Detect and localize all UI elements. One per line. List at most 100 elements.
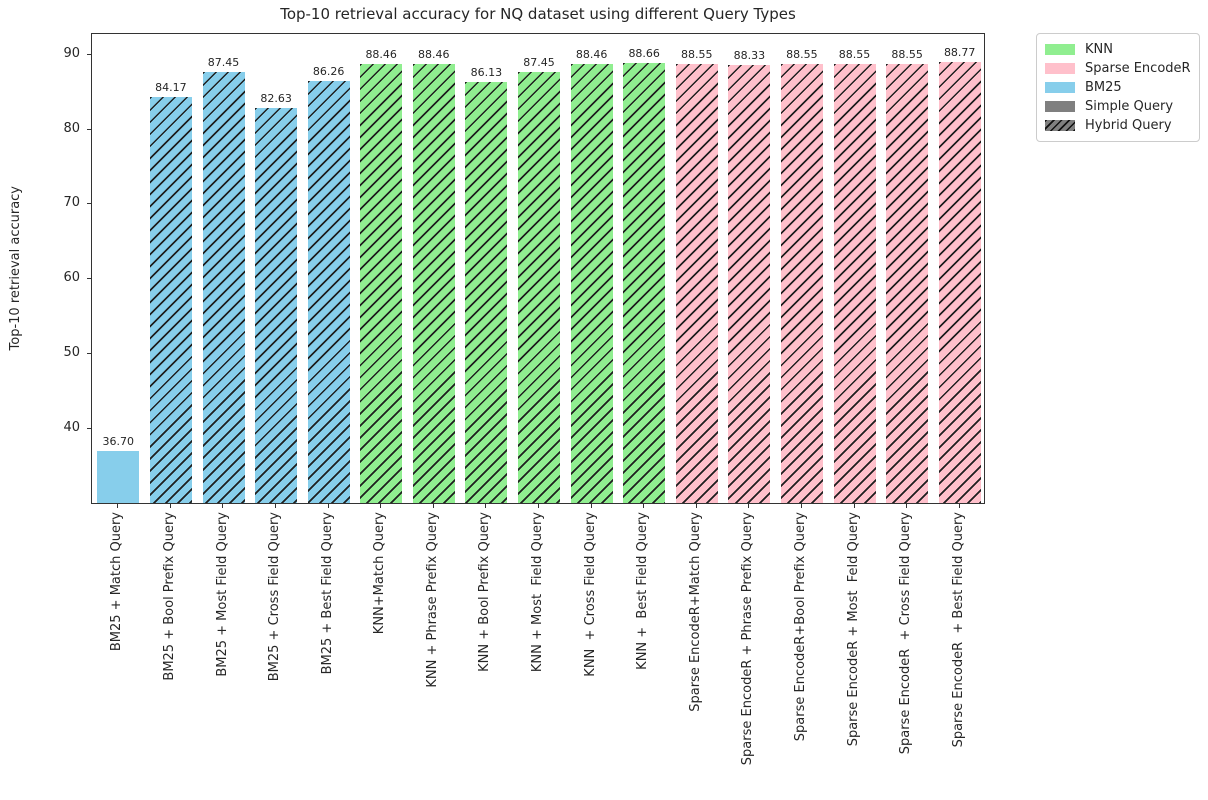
x-tick-mark xyxy=(538,504,539,508)
x-tick-label: BM25 + Cross Field Query xyxy=(267,512,283,682)
y-axis-label-wrap: Top-10 retrieval accuracy xyxy=(6,33,24,504)
bar-value-label: 88.55 xyxy=(891,48,923,61)
x-tick-mark xyxy=(959,504,960,508)
x-tick-mark xyxy=(854,504,855,508)
bar-value-label: 88.77 xyxy=(943,46,976,59)
bar-value-label: 88.55 xyxy=(681,48,713,61)
bar xyxy=(780,64,823,503)
y-tick-mark xyxy=(87,428,91,429)
legend-label: KNN xyxy=(1085,42,1113,57)
bar-value-label: 88.33 xyxy=(733,49,766,62)
plot-area: 36.70 84.17 87.45 82.63 86.26 88.46 88.46 86.13… xyxy=(91,33,985,504)
bar xyxy=(518,72,560,503)
bar-value-label: 36.70 xyxy=(102,435,135,448)
bar-value-label: 84.17 xyxy=(155,81,187,94)
x-tick-label: Sparse EncodeR + Most Feld Query xyxy=(845,512,861,747)
bar-value-label: 87.45 xyxy=(523,56,555,69)
bar xyxy=(886,64,929,503)
bar xyxy=(149,97,192,503)
y-tick-label: 70 xyxy=(63,195,80,210)
bar xyxy=(728,65,771,503)
y-tick-mark xyxy=(87,278,91,279)
x-tick-label: BM25 + Bool Prefix Query xyxy=(161,512,177,681)
x-tick-mark xyxy=(591,504,592,508)
bar xyxy=(465,82,508,503)
y-tick-label: 50 xyxy=(63,345,80,360)
legend: KNN Sparse EncodeR BM25 Simple Query Hybrid … xyxy=(1036,33,1200,142)
x-tick-mark xyxy=(433,504,434,508)
y-tick-label: 40 xyxy=(63,420,80,435)
x-tick-label: KNN + Most Field Query xyxy=(530,512,545,673)
x-tick-mark xyxy=(222,504,223,508)
bar xyxy=(202,72,245,503)
x-tick-mark xyxy=(748,504,749,508)
x-tick-label: KNN + Bool Prefix Query xyxy=(477,512,493,672)
legend-label: Sparse EncodeR xyxy=(1085,61,1191,76)
legend-item: Sparse EncodeR xyxy=(1045,59,1191,78)
x-tick-mark xyxy=(906,504,907,508)
bar xyxy=(833,64,876,503)
x-tick-label: KNN + Cross Field Query xyxy=(582,512,598,677)
x-tick-label: Sparse EncodeR+Match Query xyxy=(687,512,703,712)
bar-value-label: 86.26 xyxy=(312,65,345,78)
bar-value-label: 88.55 xyxy=(786,48,818,61)
legend-swatch xyxy=(1045,63,1075,74)
bar xyxy=(255,108,298,503)
legend-swatch xyxy=(1045,120,1075,131)
bar xyxy=(570,64,613,503)
y-tick-label: 80 xyxy=(63,121,80,136)
y-tick-mark xyxy=(87,129,91,130)
legend-item: Simple Query xyxy=(1045,97,1191,116)
x-tick-label: KNN + Best Field Query xyxy=(635,512,651,670)
legend-label: Simple Query xyxy=(1085,99,1174,114)
x-tick-label: KNN + Phrase Prefix Query xyxy=(424,512,440,688)
bar xyxy=(97,451,140,503)
legend-label: Hybrid Query xyxy=(1085,118,1172,133)
legend-label: BM25 xyxy=(1085,80,1122,95)
x-tick-mark xyxy=(643,504,644,508)
bar xyxy=(938,62,981,503)
bar-value-label: 88.66 xyxy=(628,47,660,60)
y-axis-label: Top-10 retrieval accuracy xyxy=(7,186,23,351)
y-tick-mark xyxy=(87,353,91,354)
bar-value-label: 88.46 xyxy=(418,48,450,61)
x-tick-mark xyxy=(170,504,171,508)
y-tick-label: 60 xyxy=(63,270,80,285)
legend-swatch xyxy=(1045,82,1075,93)
x-tick-mark xyxy=(696,504,697,508)
x-tick-label: BM25 + Most Field Query xyxy=(214,512,230,677)
bar xyxy=(307,81,350,503)
legend-item: KNN xyxy=(1045,40,1191,59)
bar xyxy=(675,64,718,503)
bar-value-label: 88.46 xyxy=(365,48,397,61)
legend-swatch xyxy=(1045,101,1075,112)
bar-value-label: 88.55 xyxy=(838,48,871,61)
bar-value-label: 82.63 xyxy=(260,92,292,105)
bar xyxy=(412,64,455,503)
legend-item: Hybrid Query xyxy=(1045,116,1191,135)
x-tick-mark xyxy=(801,504,802,508)
y-tick-mark xyxy=(87,203,91,204)
bar-value-label: 88.46 xyxy=(575,48,608,61)
y-tick-mark xyxy=(87,54,91,55)
x-tick-label: BM25 + Match Query xyxy=(109,512,125,652)
x-tick-label: Sparse EncodeR + Cross Field Query xyxy=(898,512,914,755)
x-tick-mark xyxy=(275,504,276,508)
x-tick-mark xyxy=(485,504,486,508)
legend-swatch xyxy=(1045,44,1075,55)
x-tick-label: BM25 + Best Field Query xyxy=(319,512,335,675)
x-tick-label: Sparse EncodeR + Phrase Prefix Query xyxy=(740,512,756,766)
x-tick-label: Sparse EncodeR + Best Field Query xyxy=(950,512,966,748)
bar-value-label: 86.13 xyxy=(470,66,503,79)
legend-item: BM25 xyxy=(1045,78,1191,97)
y-tick-label: 90 xyxy=(63,46,80,61)
bar xyxy=(623,63,666,503)
chart-title: Top-10 retrieval accuracy for NQ dataset… xyxy=(280,5,796,23)
x-tick-mark xyxy=(328,504,329,508)
x-tick-mark xyxy=(117,504,118,508)
bar xyxy=(360,64,403,503)
x-tick-mark xyxy=(380,504,381,508)
x-tick-label: KNN+Match Query xyxy=(372,512,388,635)
x-tick-label: Sparse EncodeR+Bool Prefix Query xyxy=(792,512,808,742)
